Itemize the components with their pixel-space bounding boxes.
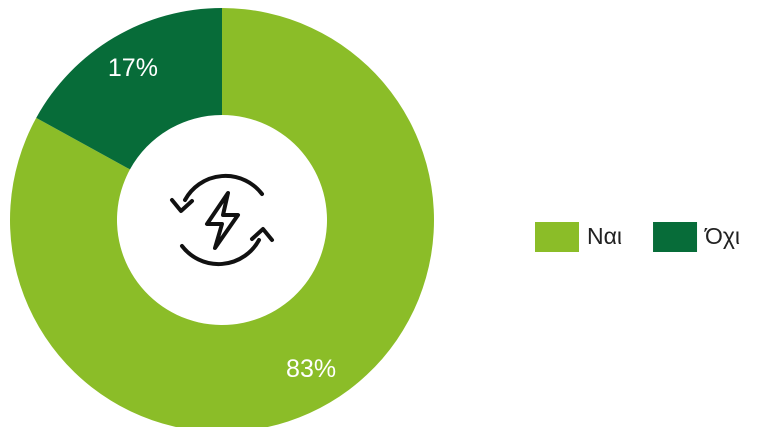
legend-label: Ναι (587, 223, 622, 249)
data-label: 17% (108, 54, 158, 82)
legend: Ναι Όχι (535, 222, 740, 252)
center-icon (170, 173, 274, 267)
slice (36, 8, 222, 170)
slice (10, 8, 434, 427)
slices: 83% 17% (10, 8, 434, 427)
legend-label: Όχι (704, 223, 740, 249)
legend-swatch (653, 222, 698, 252)
legend-swatch (535, 222, 579, 252)
data-label: 83% (286, 355, 336, 383)
